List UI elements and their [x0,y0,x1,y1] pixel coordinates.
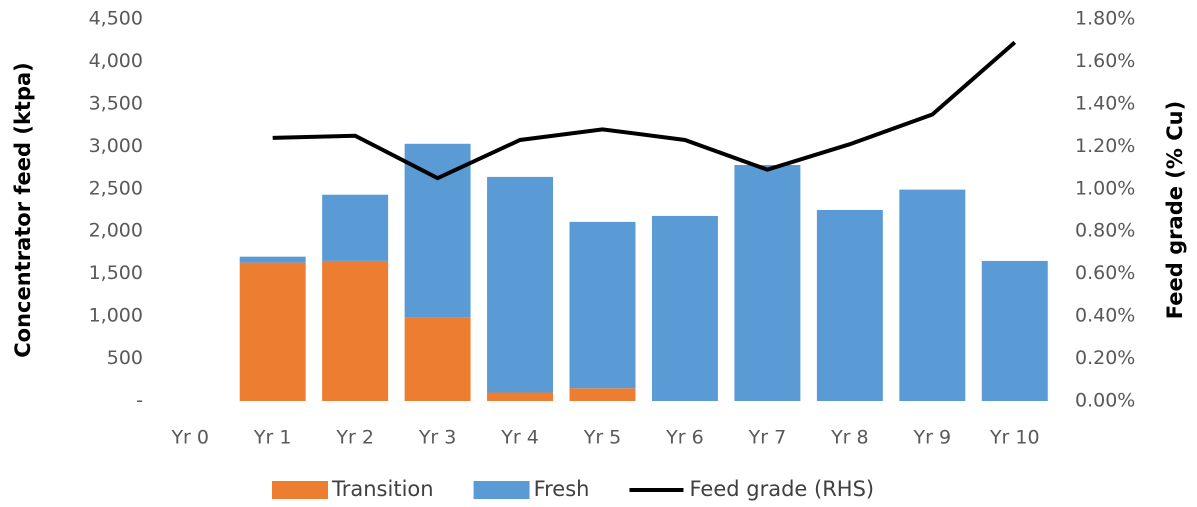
line [272,40,1017,181]
x-tick-label: Yr 5 [583,427,622,449]
y-tick-label: 4,500 [89,8,143,30]
y2-tick-label: 0.80% [1075,220,1135,242]
y-tick-label: 3,500 [89,92,143,114]
y-tick-label: - [136,390,143,412]
legend-label: Fresh [534,477,590,501]
y-tick-label: 500 [107,347,143,369]
bar [899,189,966,401]
bar [322,260,389,401]
y2-tick-label: 1.80% [1075,8,1135,30]
bar [816,210,883,401]
bar [487,392,554,401]
x-tick-label: Yr 8 [830,427,869,449]
x-tick-label: Yr 6 [665,427,704,449]
y2-axis-title: Feed grade (% Cu) [1163,101,1187,319]
x-tick-label: Yr 3 [418,427,457,449]
bar [322,194,389,261]
bar [734,165,801,401]
y2-tick-label: 0.00% [1075,390,1135,412]
bar [651,215,718,401]
bar [404,317,471,401]
y2-tick-label: 1.20% [1075,135,1135,157]
bar [239,262,306,401]
bar [239,256,306,263]
x-tick-label: Yr 0 [170,427,209,449]
y-tick-label: 2,000 [89,220,143,242]
x-tick-label: Yr 7 [748,427,787,449]
x-tick-label: Yr 10 [989,427,1040,449]
bar [404,143,471,318]
legend-swatch [473,481,530,499]
x-tick-label: Yr 2 [335,427,374,449]
legend-label: Feed grade (RHS) [689,477,874,501]
y-tick-label: 1,000 [89,305,143,327]
bar [981,260,1048,401]
y2-tick-label: 1.60% [1075,50,1135,72]
x-tick-label: Yr 9 [913,427,952,449]
y-tick-label: 1,500 [89,262,143,284]
y2-tick-label: 0.40% [1075,305,1135,327]
y-tick-label: 4,000 [89,50,143,72]
y-axis-title: Concentrator feed (ktpa) [11,62,35,358]
legend-swatch [272,481,328,499]
x-tick-label: Yr 1 [253,427,292,449]
y2-tick-label: 1.00% [1075,177,1135,199]
y-tick-label: 2,500 [89,177,143,199]
bar [487,176,554,393]
bar [569,388,636,401]
y2-tick-label: 0.20% [1075,347,1135,369]
x-tick-label: Yr 4 [500,427,539,449]
bar [569,221,636,389]
y-tick-label: 3,000 [89,135,143,157]
y2-tick-label: 1.40% [1075,92,1135,114]
legend-label: Transition [331,477,434,501]
y2-tick-label: 0.60% [1075,262,1135,284]
